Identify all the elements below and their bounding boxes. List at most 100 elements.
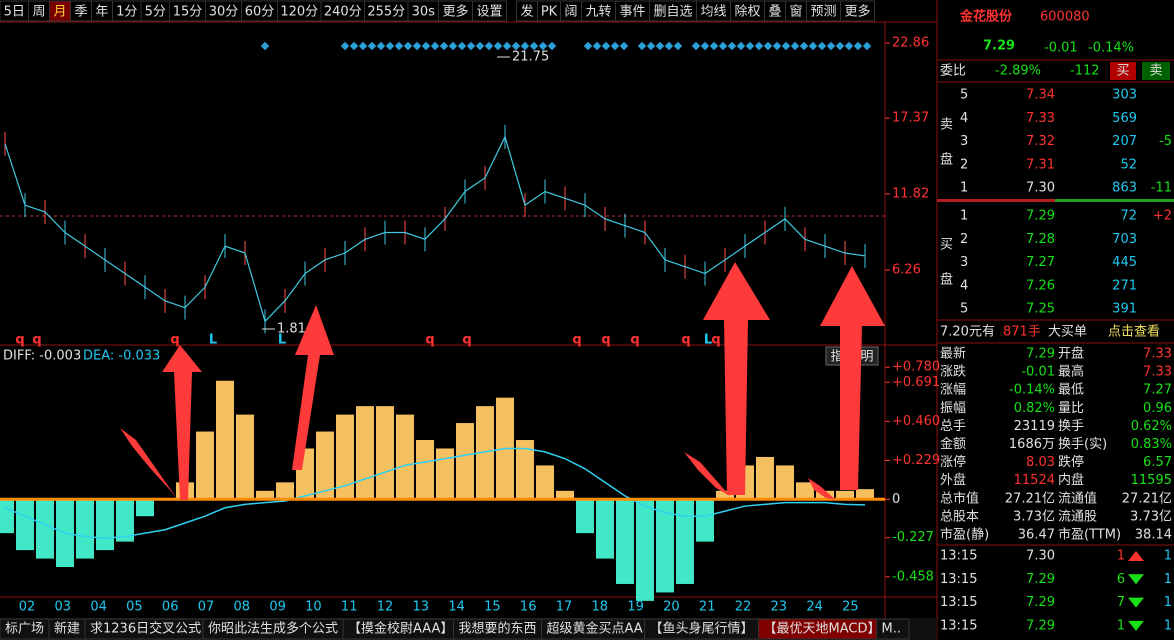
bottom-tab[interactable]: 新建 <box>54 621 80 637</box>
toolbar-tab[interactable]: 60分 <box>245 5 275 20</box>
x-tick-label: 02 <box>19 600 36 615</box>
signal-diamond <box>448 41 458 51</box>
toolbar-tab[interactable]: 发 <box>520 4 533 20</box>
macd-bar <box>16 499 34 551</box>
book-volume: 569 <box>1112 111 1137 126</box>
toolbar-tab[interactable]: 30s <box>412 5 436 20</box>
toolbar-tab[interactable]: 5分 <box>145 5 166 20</box>
toolbar-tab[interactable]: 5日 <box>4 5 25 20</box>
last-price: 7.29 <box>983 39 1015 54</box>
stat-label: 量比 <box>1058 401 1084 416</box>
y-tick-label: -0.227 <box>892 530 934 545</box>
big-order-link[interactable]: 点击查看 <box>1108 324 1160 340</box>
toolbar-tab[interactable]: 预测 <box>810 5 836 20</box>
signal-marker: L <box>278 333 286 348</box>
macd-bar <box>396 414 414 500</box>
toolbar-tab[interactable]: 1分 <box>116 5 137 20</box>
trade-count: 1 <box>1164 549 1172 564</box>
bottom-tab[interactable]: M.. <box>882 622 901 637</box>
trade-arrow <box>1128 597 1144 608</box>
macd-bar <box>556 490 574 500</box>
sell-button-label[interactable]: 卖 <box>1149 64 1162 79</box>
bottom-tab[interactable]: 我想要的东西 <box>459 621 537 637</box>
signal-marker: q <box>462 333 471 348</box>
toolbar-tab[interactable]: 30分 <box>209 5 239 20</box>
toolbar-tab[interactable]: 更多 <box>442 4 468 20</box>
bottom-tab[interactable]: 超级黄金买点AA <box>547 621 643 637</box>
stat-value: 23119 <box>1014 419 1055 434</box>
stat-value: 11524 <box>1014 473 1055 488</box>
stat-value: 36.47 <box>1018 528 1055 543</box>
macd-bar <box>516 440 534 500</box>
stock-code: 600080 <box>1040 10 1090 25</box>
bottom-tab[interactable]: 【最优天地MACD】 <box>764 622 881 637</box>
toolbar-tab[interactable]: 设置 <box>476 5 502 20</box>
macd-bar <box>236 414 254 500</box>
bottom-tab[interactable]: 【摸金校尉AAA】 <box>348 621 453 637</box>
toolbar-tab[interactable]: 周 <box>32 5 45 20</box>
toolbar-tab[interactable]: 年 <box>95 5 108 20</box>
toolbar-tab[interactable]: 240分 <box>324 5 362 20</box>
stat-value: 6.57 <box>1143 455 1172 470</box>
book-level: 4 <box>960 111 968 126</box>
macd-bar <box>576 499 594 534</box>
y-tick-label: +0.691 <box>892 375 940 390</box>
toolbar-tab[interactable]: 除权 <box>734 4 760 20</box>
trade-price: 7.30 <box>1026 549 1055 564</box>
toolbar-tab[interactable]: 九转 <box>585 5 611 20</box>
toolbar-tab[interactable]: 季 <box>74 5 87 20</box>
signal-marker: q <box>630 333 639 348</box>
signal-diamond <box>421 41 431 51</box>
toolbar-tab[interactable]: 120分 <box>280 5 318 20</box>
macd-bar <box>756 456 774 500</box>
bottom-tab[interactable]: 你昭此法生成多个公式 <box>208 621 338 637</box>
toolbar-tab[interactable]: 均线 <box>700 5 726 20</box>
weibi: -2.89% <box>995 64 1041 79</box>
toolbar-tab[interactable]: 事件 <box>619 5 645 20</box>
stat-value: 3.73亿 <box>1130 509 1172 524</box>
trade-volume: 1 <box>1117 618 1125 633</box>
signal-diamond <box>457 41 467 51</box>
bottom-tab[interactable]: 求1236日交叉公式 <box>90 621 201 637</box>
bottom-tab[interactable]: 【鱼头身尾行情】 <box>650 621 754 637</box>
macd-bar <box>256 490 274 500</box>
y-tick-label: 22.86 <box>892 36 929 51</box>
toolbar-tab[interactable]: 15分 <box>173 5 203 20</box>
x-tick-label: 07 <box>198 600 215 615</box>
trade-price: 7.29 <box>1026 595 1055 610</box>
dea-line <box>4 447 866 539</box>
toolbar-tab[interactable]: 255分 <box>367 5 405 20</box>
panel-button-label[interactable]: 明 <box>860 350 873 365</box>
toolbar-tab[interactable]: 更多 <box>844 4 870 20</box>
toolbar-tab[interactable]: 月 <box>53 5 66 20</box>
trade-price: 7.29 <box>1026 572 1055 587</box>
buy-button-label[interactable]: 买 <box>1116 64 1129 79</box>
book-delta: -11 <box>1151 181 1172 196</box>
stat-value: 0.96 <box>1143 401 1172 416</box>
toolbar-tab[interactable]: 删自选 <box>653 5 692 20</box>
macd-bar <box>656 499 674 593</box>
stat-value: 7.33 <box>1143 347 1172 362</box>
diff-legend: DIFF: -0.003 <box>3 349 81 364</box>
macd-bar <box>776 465 794 500</box>
toolbar-tab[interactable]: 叠 <box>768 5 781 20</box>
book-level: 1 <box>960 181 968 196</box>
bottom-tab[interactable]: 标广场 <box>5 622 44 637</box>
signal-diamond <box>484 41 494 51</box>
stat-label: 市盈(TTM) <box>1058 527 1121 543</box>
toolbar-tab[interactable]: 窗 <box>789 4 802 20</box>
toolbar-tab[interactable]: 阔 <box>564 5 577 20</box>
book-level: 5 <box>960 302 968 317</box>
signal-diamond <box>502 41 512 51</box>
signal-diamond <box>466 41 476 51</box>
macd-bar <box>0 499 14 534</box>
toolbar-tab[interactable]: PK <box>541 5 558 20</box>
stat-label: 内盘 <box>1058 472 1084 488</box>
stat-label: 流通股 <box>1058 509 1097 524</box>
annotation-arrows <box>120 262 885 500</box>
book-volume: 52 <box>1120 157 1137 172</box>
x-tick-label: 14 <box>448 600 465 615</box>
stat-value: -0.14% <box>1009 383 1055 398</box>
book-delta: -5 <box>1159 134 1172 149</box>
